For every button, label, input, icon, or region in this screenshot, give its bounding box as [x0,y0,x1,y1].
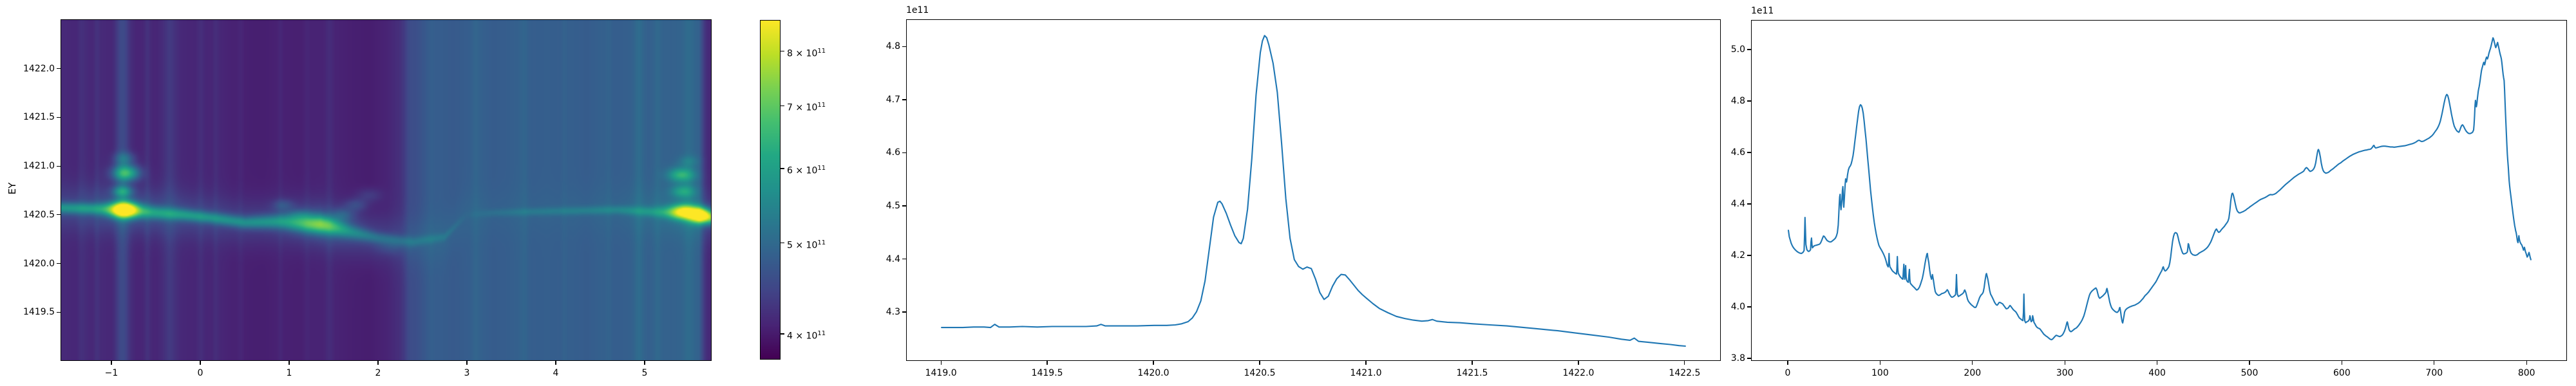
x-tick [1787,361,1788,365]
spectrum-offset-label: 1e11 [906,5,929,15]
x-tick-label: 1420.5 [1244,368,1276,378]
y-tick-label: 3.8 [1730,353,1745,363]
x-tick-label: 4 [553,368,559,378]
y-tick-label: 1419.5 [23,307,55,318]
profile-offset-label: 1e11 [1751,6,1774,16]
colorbar-tick-label: 8 × 1011 [787,47,826,59]
x-tick-label: 400 [2148,368,2166,378]
y-tick-label: 4.4 [886,253,900,264]
y-tick-label: 4.6 [1730,147,1745,158]
x-tick-label: 0 [1785,368,1791,378]
y-tick [57,68,61,69]
profile-line [1787,37,2532,341]
x-tick [1684,361,1685,365]
colorbar-gradient [761,21,780,359]
y-tick-label: 4.6 [886,147,900,158]
y-tick [1747,306,1751,308]
y-tick-label: 1420.0 [23,258,55,269]
spectrum-line [941,35,1686,347]
spectrum-plot [906,19,1721,361]
y-tick [57,311,61,313]
x-tick-label: 5 [641,368,648,378]
heatmap-y-axis-label: EY [6,182,18,195]
x-tick-label: 1421.0 [1350,368,1382,378]
x-tick [1365,361,1367,365]
y-tick-label: 4.8 [886,41,900,52]
x-tick [1972,361,1973,365]
x-tick-label: 100 [1871,368,1889,378]
colorbar-tick [781,333,784,335]
x-tick-label: 200 [1964,368,1982,378]
colorbar-tick [781,168,784,169]
y-tick [902,152,906,154]
heatmap-plot [61,19,712,361]
x-tick [940,361,942,365]
x-tick [1046,361,1048,365]
y-tick [902,205,906,207]
x-tick-label: 700 [2425,368,2443,378]
y-tick-label: 4.5 [886,201,900,211]
y-tick [1747,100,1751,102]
x-tick-label: 500 [2240,368,2259,378]
spectrum-svg [941,35,1686,347]
y-tick-label: 4.3 [886,307,900,317]
y-tick-label: 1422.0 [23,63,55,74]
profile-plot [1751,20,2567,361]
y-tick-label: 4.2 [1730,250,1745,261]
y-tick-label: 4.0 [1730,302,1745,312]
y-tick-label: 4.7 [886,94,900,105]
x-tick-label: 1419.0 [925,368,957,378]
colorbar-tick-label: 4 × 1011 [787,329,826,342]
colorbar-tick-label: 5 × 1011 [787,239,826,251]
x-tick-label: 300 [2056,368,2074,378]
y-tick [902,99,906,100]
x-tick-label: 800 [2517,368,2535,378]
x-tick [555,361,556,365]
y-tick [902,46,906,48]
y-tick-label: 4.4 [1730,199,1745,209]
y-tick-label: 1421.0 [23,161,55,172]
y-tick [57,214,61,216]
x-tick-label: 1421.5 [1456,368,1488,378]
x-tick-label: 0 [197,368,204,378]
y-tick [1747,49,1751,50]
x-tick [1259,361,1260,365]
x-tick-label: 3 [464,368,470,378]
x-tick [377,361,379,365]
y-tick [57,262,61,264]
x-tick-label: 1422.0 [1562,368,1595,378]
x-tick-label: 2 [375,368,381,378]
y-tick-label: 1421.5 [23,112,55,123]
x-tick [2526,361,2527,365]
y-tick [902,311,906,313]
profile-svg [1787,37,2532,341]
y-tick [57,165,61,167]
colorbar-tick-label: 6 × 1011 [787,165,826,176]
y-tick [57,116,61,118]
y-tick-label: 1420.5 [23,209,55,220]
heatmap-image [61,20,711,360]
y-tick [1747,203,1751,205]
x-tick-label: −1 [104,368,118,378]
x-tick-label: 1420.0 [1137,368,1170,378]
x-tick [466,361,468,365]
x-tick [644,361,645,365]
x-tick-label: 1422.5 [1669,368,1701,378]
colorbar [760,20,781,360]
colorbar-tick-label: 7 × 1011 [787,102,826,114]
x-tick-label: 1 [286,368,292,378]
y-tick-label: 4.8 [1730,96,1745,106]
x-tick-label: 600 [2333,368,2351,378]
y-tick-label: 5.0 [1730,44,1745,55]
x-tick-label: 1419.5 [1031,368,1063,378]
